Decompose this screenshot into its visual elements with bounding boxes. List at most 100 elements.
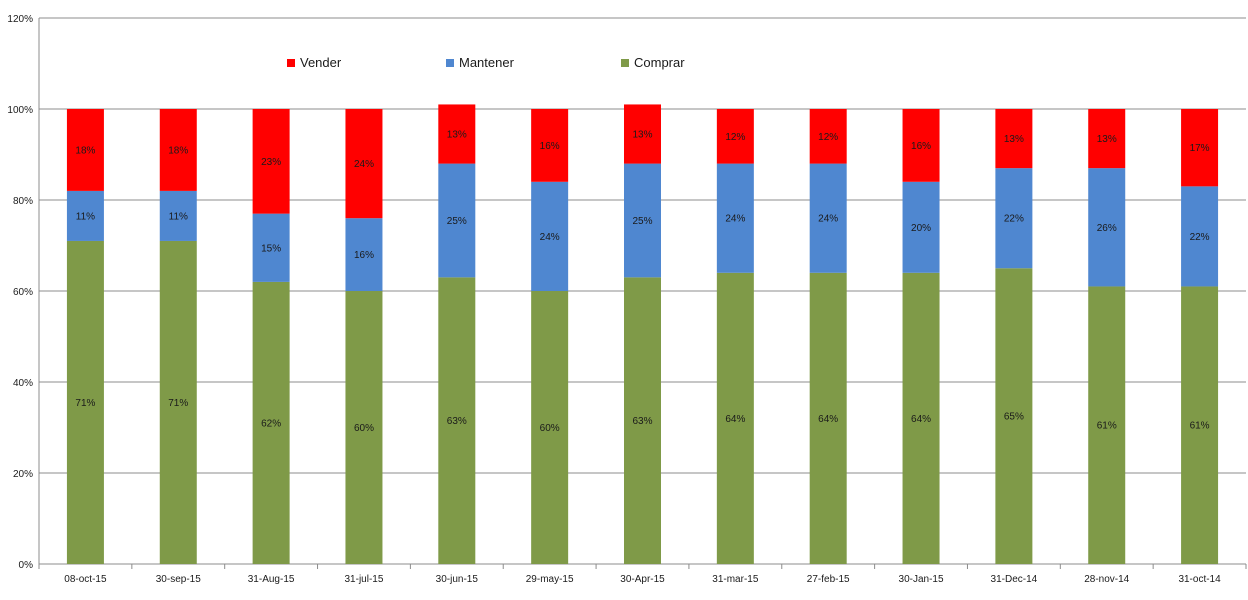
bar-comprar-27-feb-15 bbox=[809, 272, 847, 564]
legend-swatch-vender bbox=[287, 58, 295, 67]
data-label-comprar: 71% bbox=[168, 398, 188, 409]
bar-vender-31-jul-15 bbox=[345, 109, 383, 219]
bar-mantener-30-jun-15 bbox=[438, 163, 476, 278]
x-tick-label: 08-oct-15 bbox=[64, 574, 107, 585]
bar-vender-28-nov-14 bbox=[1088, 109, 1126, 169]
bar-mantener-08-oct-15 bbox=[66, 190, 104, 241]
x-tick-label: 30-Apr-15 bbox=[620, 574, 665, 585]
bar-vender-08-oct-15 bbox=[66, 109, 104, 191]
data-label-comprar: 63% bbox=[447, 416, 467, 427]
data-label-comprar: 71% bbox=[75, 398, 95, 409]
bar-vender-31-mar-15 bbox=[716, 109, 754, 164]
data-label-vender: 18% bbox=[168, 145, 188, 156]
data-label-vender: 12% bbox=[725, 132, 745, 143]
legend-label-vender: Vender bbox=[300, 55, 342, 70]
data-label-mantener: 24% bbox=[725, 214, 745, 225]
data-label-mantener: 20% bbox=[911, 223, 931, 234]
x-tick-label: 31-oct-14 bbox=[1178, 574, 1221, 585]
data-label-mantener: 24% bbox=[818, 214, 838, 225]
x-tick-label: 31-jul-15 bbox=[345, 574, 384, 585]
bar-mantener-31-jul-15 bbox=[345, 218, 383, 291]
data-label-vender: 16% bbox=[540, 141, 560, 152]
data-label-mantener: 26% bbox=[1097, 223, 1117, 234]
bar-vender-30-jun-15 bbox=[438, 104, 476, 164]
legend-item-vender: Vender bbox=[287, 55, 341, 70]
bar-mantener-30-jan-15 bbox=[902, 181, 940, 273]
data-label-comprar: 61% bbox=[1190, 421, 1210, 432]
x-tick-label: 30-sep-15 bbox=[156, 574, 201, 585]
data-label-comprar: 60% bbox=[540, 423, 560, 434]
legend-label-mantener: Mantener bbox=[459, 55, 514, 70]
bar-vender-31-oct-14 bbox=[1181, 109, 1219, 187]
x-tick-label: 28-nov-14 bbox=[1084, 574, 1129, 585]
data-label-mantener: 15% bbox=[261, 243, 281, 254]
data-label-mantener: 11% bbox=[169, 211, 188, 222]
bar-comprar-30-jun-15 bbox=[438, 277, 476, 564]
y-tick-label: 20% bbox=[13, 469, 33, 480]
data-label-mantener: 11% bbox=[76, 211, 95, 222]
bar-comprar-29-may-15 bbox=[531, 291, 569, 564]
data-label-vender: 13% bbox=[632, 130, 652, 141]
x-tick-label: 31-Dec-14 bbox=[991, 574, 1038, 585]
data-label-comprar: 62% bbox=[261, 418, 281, 429]
legend-swatch-comprar bbox=[621, 58, 629, 67]
bar-vender-31-aug-15 bbox=[252, 109, 290, 214]
bar-comprar-31-dec-14 bbox=[995, 268, 1033, 564]
data-label-vender: 18% bbox=[75, 145, 95, 156]
data-label-comprar: 65% bbox=[1004, 412, 1024, 423]
data-label-vender: 13% bbox=[1097, 134, 1117, 145]
data-label-vender: 13% bbox=[1004, 134, 1024, 145]
bar-mantener-29-may-15 bbox=[531, 181, 569, 291]
data-label-comprar: 61% bbox=[1097, 421, 1117, 432]
data-label-vender: 13% bbox=[447, 130, 467, 141]
bar-vender-27-feb-15 bbox=[809, 109, 847, 164]
data-label-vender: 16% bbox=[911, 141, 931, 152]
x-tick-label: 29-may-15 bbox=[526, 574, 574, 585]
x-tick-label: 31-Aug-15 bbox=[248, 574, 295, 585]
bar-comprar-31-jul-15 bbox=[345, 291, 383, 564]
bar-mantener-30-apr-15 bbox=[624, 163, 661, 278]
bar-mantener-31-dec-14 bbox=[995, 168, 1033, 269]
data-label-comprar: 63% bbox=[632, 416, 652, 427]
data-label-mantener: 22% bbox=[1004, 214, 1024, 225]
bar-mantener-28-nov-14 bbox=[1088, 168, 1126, 287]
data-label-mantener: 16% bbox=[354, 250, 374, 261]
data-label-vender: 24% bbox=[354, 159, 374, 170]
bar-mantener-31-oct-14 bbox=[1181, 186, 1219, 287]
chart-legend: Vender Mantener Comprar bbox=[0, 55, 1248, 75]
y-tick-label: 0% bbox=[19, 560, 34, 571]
bar-mantener-30-sep-15 bbox=[159, 190, 197, 241]
data-label-vender: 12% bbox=[818, 132, 838, 143]
data-label-vender: 23% bbox=[261, 157, 281, 168]
data-label-vender: 17% bbox=[1190, 143, 1210, 154]
data-label-comprar: 60% bbox=[354, 423, 374, 434]
data-label-mantener: 24% bbox=[540, 232, 560, 243]
x-tick-label: 31-mar-15 bbox=[712, 574, 759, 585]
bar-vender-30-apr-15 bbox=[624, 104, 661, 164]
x-tick-label: 30-Jan-15 bbox=[899, 574, 944, 585]
legend-swatch-mantener bbox=[446, 58, 454, 67]
bar-mantener-27-feb-15 bbox=[809, 163, 847, 273]
y-tick-label: 120% bbox=[7, 14, 33, 25]
bar-comprar-30-jan-15 bbox=[902, 272, 940, 564]
bar-comprar-31-mar-15 bbox=[716, 272, 754, 564]
bar-comprar-30-sep-15 bbox=[159, 240, 197, 564]
y-tick-label: 100% bbox=[7, 105, 33, 116]
data-label-mantener: 25% bbox=[632, 216, 652, 227]
data-label-mantener: 25% bbox=[447, 216, 467, 227]
y-tick-label: 80% bbox=[13, 196, 33, 207]
legend-item-mantener: Mantener bbox=[446, 55, 514, 70]
bar-mantener-31-mar-15 bbox=[716, 163, 754, 273]
y-tick-label: 40% bbox=[13, 378, 33, 389]
bar-vender-30-sep-15 bbox=[159, 109, 197, 191]
bar-comprar-08-oct-15 bbox=[66, 240, 104, 564]
data-label-comprar: 64% bbox=[725, 414, 745, 425]
x-tick-label: 27-feb-15 bbox=[807, 574, 850, 585]
data-label-mantener: 22% bbox=[1190, 232, 1210, 243]
y-tick-label: 60% bbox=[13, 287, 33, 298]
bar-vender-30-jan-15 bbox=[902, 109, 940, 182]
bar-comprar-28-nov-14 bbox=[1088, 286, 1126, 564]
bar-vender-31-dec-14 bbox=[995, 109, 1033, 169]
